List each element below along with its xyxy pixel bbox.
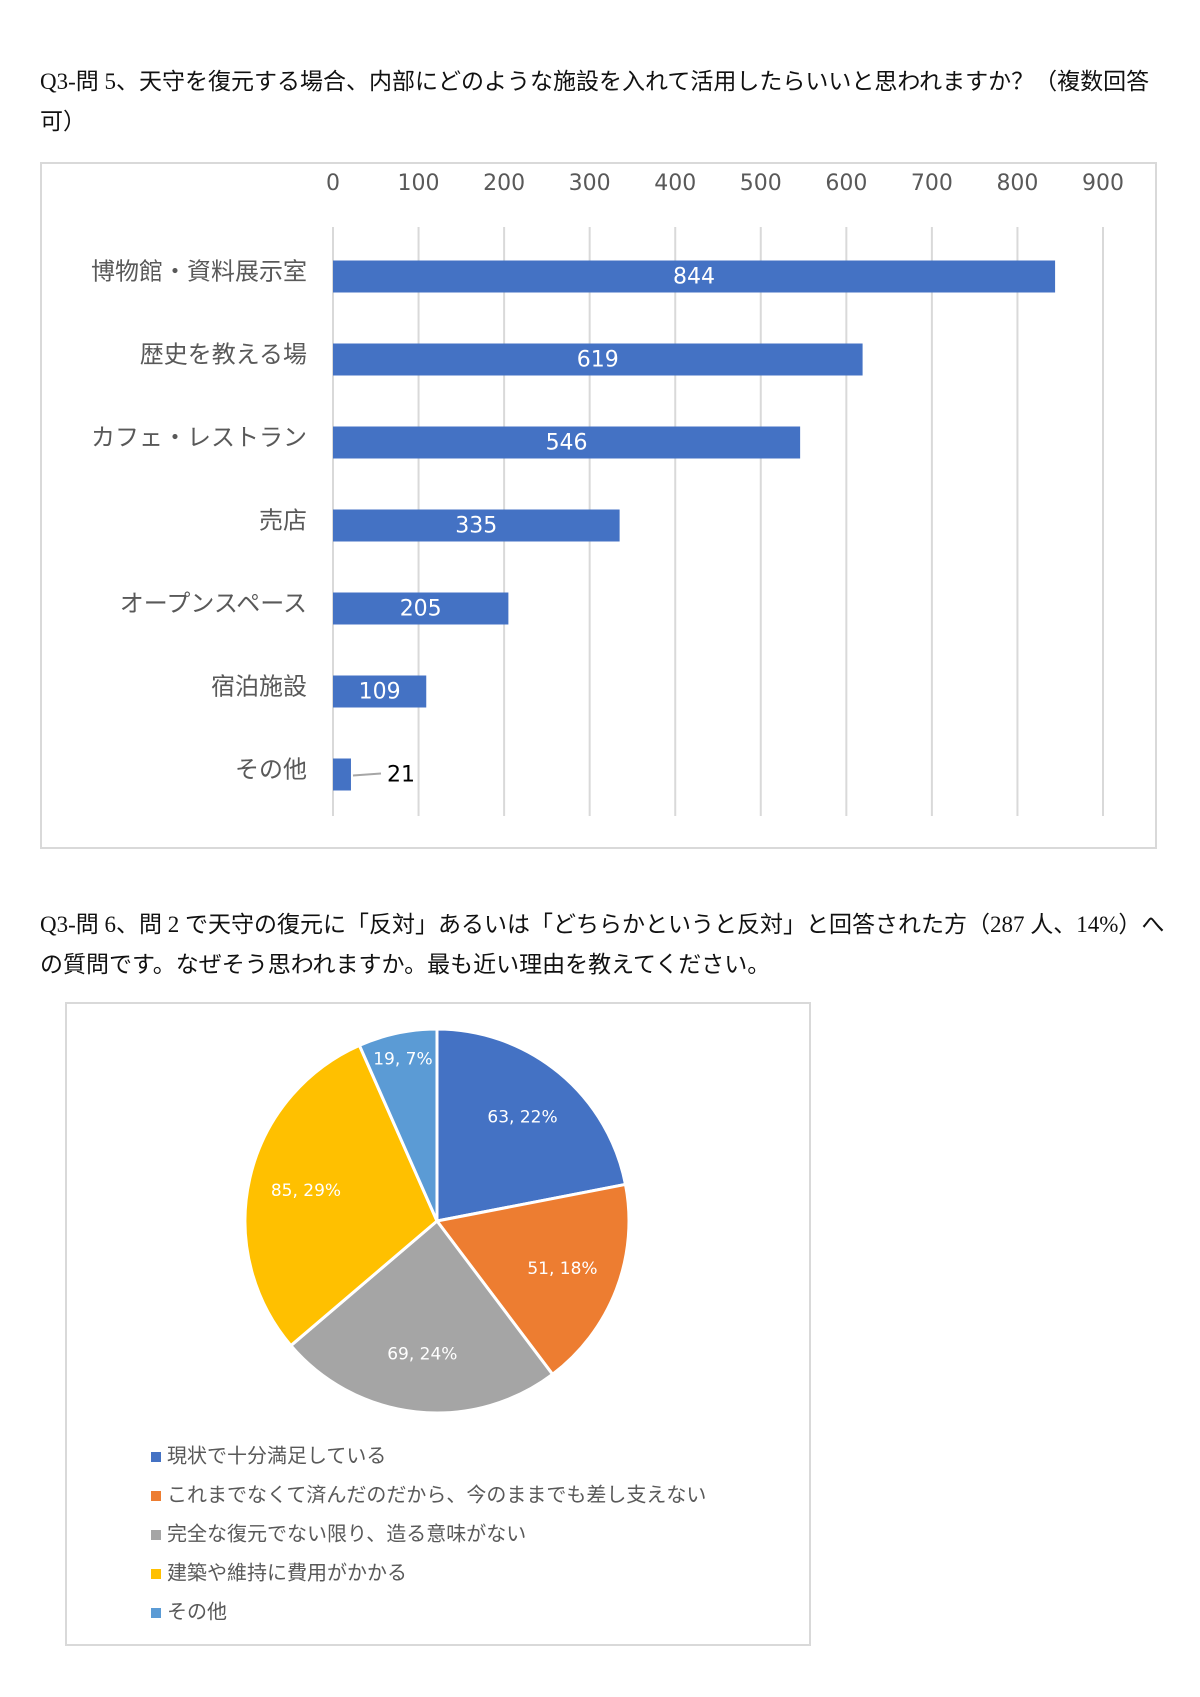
data-label: 109: [359, 680, 401, 705]
question: Q3-問 6、問 2 で天守の復元に「反対」あるいは「どちらかというと反対」と回…: [40, 912, 1165, 977]
data-label: 335: [455, 514, 497, 539]
pie-slice: [288, 1218, 555, 1415]
bar: [333, 592, 509, 625]
legend-swatch: [151, 1452, 161, 1462]
data-label: 19, 7%: [373, 1049, 432, 1069]
data-label: 844: [673, 265, 715, 290]
pie-slice: [434, 1182, 631, 1377]
data-label: 619: [577, 348, 619, 373]
x-tick-label: 900: [1082, 171, 1124, 196]
bar: [333, 343, 863, 376]
category-label: 売店: [259, 507, 307, 535]
bar-chart: 0 100 200 300 400 500 600 700 800 900 博物館・資料展示室 844…: [40, 162, 1157, 849]
data-label: 205: [400, 597, 442, 622]
data-label: 69, 24%: [387, 1345, 457, 1365]
legend-swatch: [151, 1491, 161, 1501]
data-label: 51, 18%: [527, 1259, 597, 1279]
question: Q3-問 5、天守を復元する場合、内部にどのような施設を入れて活用したらいいと思…: [40, 69, 1150, 134]
bar: [333, 758, 351, 791]
x-tick-label: 0: [326, 171, 340, 196]
bar: [333, 426, 801, 459]
bar: [333, 260, 1056, 293]
category-label: 博物館・資料展示室: [91, 258, 307, 286]
x-tick-label: 500: [740, 171, 782, 196]
leader-line: [352, 772, 382, 777]
legend-label: 建築や維持に費用がかかる: [167, 1561, 407, 1585]
x-tick-label: 700: [911, 171, 953, 196]
pie-slice: [435, 1027, 628, 1223]
category-label: その他: [235, 756, 307, 784]
pie-slice: [243, 1043, 439, 1348]
pie-slice: [357, 1027, 439, 1222]
legend-label: その他: [167, 1600, 227, 1624]
x-tick-label: 800: [996, 171, 1038, 196]
legend-swatch: [151, 1608, 161, 1618]
pie-chart: 63, 22% 51, 18% 69, 24% 85, 29% 19, 7% 現状で十分満…: [65, 1002, 811, 1646]
legend-swatch: [151, 1569, 161, 1579]
data-label: 21: [387, 763, 415, 788]
x-tick-label: 300: [569, 171, 611, 196]
category-label: 歴史を教える場: [140, 341, 307, 369]
x-tick-label: 200: [483, 171, 525, 196]
bar: [333, 675, 427, 708]
data-label: 546: [546, 431, 588, 456]
category-label: オープンスペース: [120, 590, 307, 618]
legend-swatch: [151, 1530, 161, 1540]
x-tick-label: 100: [398, 171, 440, 196]
legend-label: 完全な復元でない限り、造る意味がない: [167, 1522, 526, 1546]
x-tick-label: 600: [825, 171, 867, 196]
category-label: カフェ・レストラン: [91, 424, 307, 452]
legend-label: 現状で十分満足している: [167, 1444, 386, 1468]
legend-label: これまでなくて済んだのだから、今のままでも差し支えない: [167, 1483, 706, 1507]
x-tick-label: 400: [654, 171, 696, 196]
category-label: 宿泊施設: [211, 673, 307, 701]
bar: [333, 509, 620, 542]
data-label: 85, 29%: [271, 1181, 341, 1201]
data-label: 63, 22%: [487, 1107, 557, 1127]
